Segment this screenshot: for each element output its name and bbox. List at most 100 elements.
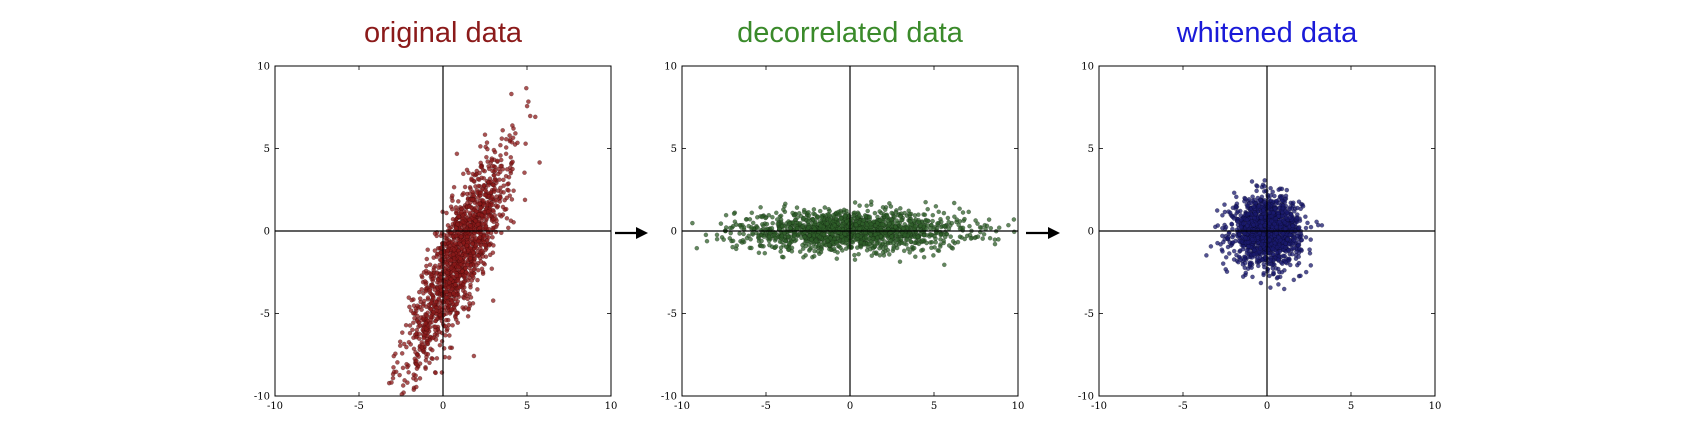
data-point [397, 372, 402, 378]
data-point [938, 232, 943, 238]
data-point [918, 223, 924, 228]
data-point [727, 225, 733, 231]
data-point [779, 254, 785, 260]
data-point [1258, 215, 1264, 220]
data-point [1240, 246, 1246, 252]
data-point [1254, 188, 1259, 194]
data-point [433, 324, 438, 329]
data-point [482, 168, 487, 174]
data-point [1276, 235, 1281, 240]
data-point [1246, 244, 1251, 249]
data-point [1262, 178, 1267, 183]
data-point [1208, 244, 1214, 249]
data-point [766, 234, 772, 240]
data-point [889, 234, 894, 239]
data-point [407, 304, 412, 310]
data-point [444, 295, 449, 300]
data-point [1011, 229, 1017, 235]
data-point [435, 246, 441, 251]
data-point [425, 341, 430, 346]
data-point [755, 225, 760, 231]
data-point [1273, 266, 1279, 271]
data-point [448, 257, 453, 263]
data-point [1283, 259, 1288, 265]
data-point [858, 244, 864, 250]
data-point [1230, 240, 1236, 245]
data-point [443, 324, 448, 329]
data-point [772, 245, 778, 250]
data-point [888, 204, 894, 209]
data-point [475, 221, 481, 227]
data-point [457, 284, 462, 290]
x-tick-label: 5 [524, 401, 530, 412]
data-point [1240, 274, 1246, 279]
data-point [1231, 190, 1237, 196]
data-point [761, 234, 767, 239]
data-point [905, 237, 910, 242]
data-point [453, 282, 458, 287]
data-point [453, 297, 458, 302]
data-point [460, 219, 466, 225]
data-point [482, 132, 488, 137]
data-point [452, 261, 457, 267]
data-point [498, 195, 503, 201]
data-point [475, 176, 481, 182]
data-point [741, 231, 746, 237]
data-point [447, 333, 452, 338]
data-point [824, 221, 830, 226]
data-point [483, 188, 488, 193]
data-point [759, 238, 764, 244]
data-point [1251, 222, 1256, 228]
data-point [454, 273, 459, 278]
data-point [842, 213, 848, 219]
data-point [951, 200, 957, 206]
data-point [423, 312, 429, 318]
data-point [445, 299, 450, 305]
data-point [743, 217, 749, 222]
y-tick-label: -5 [260, 309, 270, 320]
data-point [1275, 274, 1281, 280]
data-point [503, 145, 509, 150]
data-point [444, 210, 449, 216]
data-point [922, 212, 928, 218]
data-point [537, 160, 542, 165]
data-point [737, 231, 742, 236]
data-point [471, 250, 476, 255]
data-point [492, 172, 497, 178]
data-point [466, 204, 472, 210]
data-point [478, 259, 484, 264]
data-point [783, 244, 789, 250]
data-point [469, 233, 475, 239]
data-point [913, 229, 919, 235]
data-point [960, 210, 966, 215]
data-point [470, 241, 475, 247]
data-points [386, 85, 542, 397]
data-point [405, 364, 410, 370]
data-point [813, 238, 819, 244]
data-point [819, 246, 824, 252]
data-point [938, 244, 943, 249]
data-point [407, 330, 413, 336]
data-point [1270, 210, 1276, 216]
data-point [457, 251, 462, 256]
data-point [1258, 223, 1263, 229]
data-point [920, 238, 925, 243]
data-point [690, 220, 695, 226]
data-point [407, 323, 413, 328]
data-point [470, 273, 475, 278]
data-point [492, 186, 497, 191]
data-point [434, 356, 440, 361]
data-point [451, 184, 457, 190]
data-point [479, 248, 485, 254]
data-point [1246, 197, 1252, 202]
data-point [450, 193, 455, 198]
data-point [801, 209, 807, 215]
data-point [478, 144, 483, 149]
data-point [443, 317, 449, 323]
data-point [1252, 215, 1257, 221]
data-point [430, 283, 435, 289]
data-point [484, 140, 490, 145]
data-point [815, 249, 821, 254]
data-point [400, 365, 406, 371]
